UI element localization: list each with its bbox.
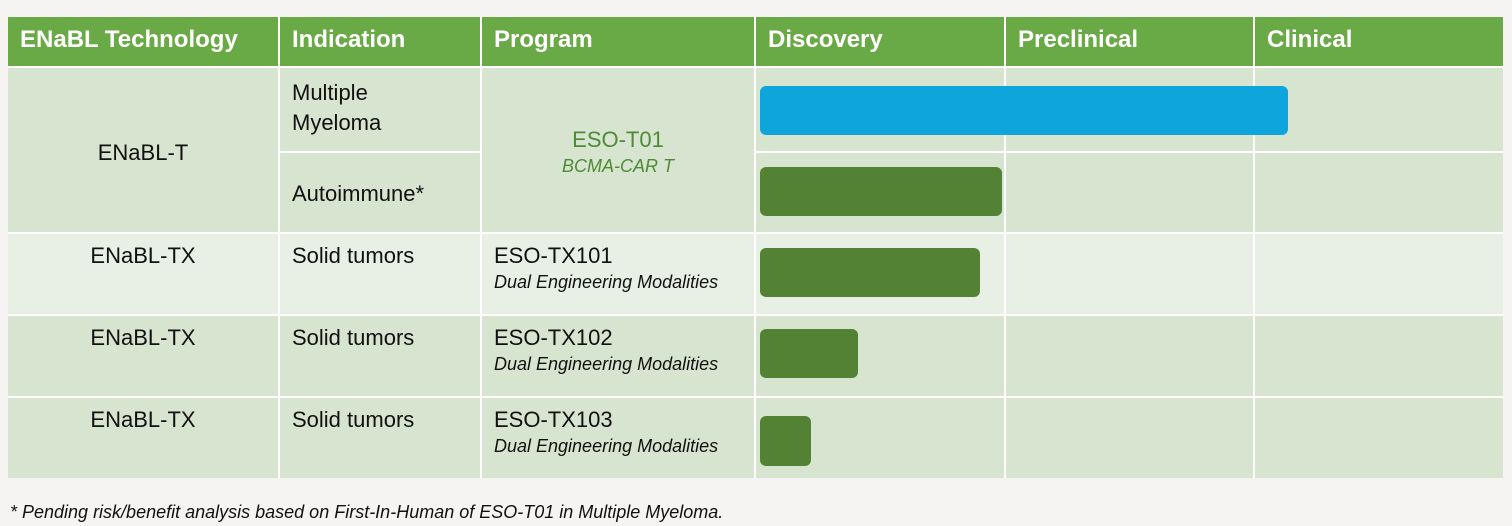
program: ESO-TX103 (494, 407, 613, 432)
program-detail: Dual Engineering Modalities (494, 354, 719, 374)
header-cell: Preclinical (1006, 17, 1253, 66)
progress-bar (760, 416, 811, 466)
cell (8, 68, 278, 232)
stage-cell (1006, 398, 1253, 478)
technology: ENaBL-TX (90, 407, 196, 432)
cell (280, 316, 480, 396)
cell (8, 398, 278, 478)
progress-bar (760, 167, 1002, 216)
cell (280, 68, 480, 151)
stage-cell (1006, 153, 1253, 232)
program-detail: Dual Engineering Modalities (494, 272, 719, 292)
indication: Solid tumors (292, 407, 415, 432)
cell (482, 68, 754, 232)
stage-cell (1006, 316, 1253, 396)
header-cell: Discovery (756, 17, 1004, 66)
stage-cell (1006, 234, 1253, 314)
footnote: * Pending risk/benefit analysis based on… (10, 502, 724, 522)
technology: ENaBL-TX (90, 325, 196, 350)
indication: Solid tumors (292, 325, 415, 350)
header-cell: Program (482, 17, 754, 66)
indication: Solid tumors (292, 243, 415, 268)
cell (482, 398, 754, 478)
program: ESO-TX102 (494, 325, 613, 350)
cell (8, 316, 278, 396)
program: ESO-T01 (572, 127, 664, 152)
stage-cell (1255, 234, 1503, 314)
progress-bar (760, 329, 858, 378)
technology: ENaBL-T (97, 140, 189, 165)
program-detail: Dual Engineering Modalities (494, 436, 719, 456)
progress-bar (760, 248, 980, 297)
stage-cell (1255, 68, 1503, 151)
header-cell: Indication (280, 17, 480, 66)
cell (280, 234, 480, 314)
stage-cell (1255, 316, 1503, 396)
cell (482, 234, 754, 314)
program: ESO-TX101 (494, 243, 613, 268)
indication: Autoimmune* (292, 181, 425, 206)
cell (280, 398, 480, 478)
stage-cell (1255, 153, 1503, 232)
program-detail: BCMA-CAR T (562, 156, 674, 176)
header-cell: ENaBL Technology (8, 17, 278, 66)
progress-bar (760, 86, 1288, 135)
cell (482, 316, 754, 396)
cell (280, 153, 480, 232)
technology: ENaBL-TX (90, 243, 196, 268)
stage-cell (1255, 398, 1503, 478)
indication: Multiple Myeloma (292, 80, 382, 135)
header-cell: Clinical (1255, 17, 1503, 66)
cell (8, 234, 278, 314)
